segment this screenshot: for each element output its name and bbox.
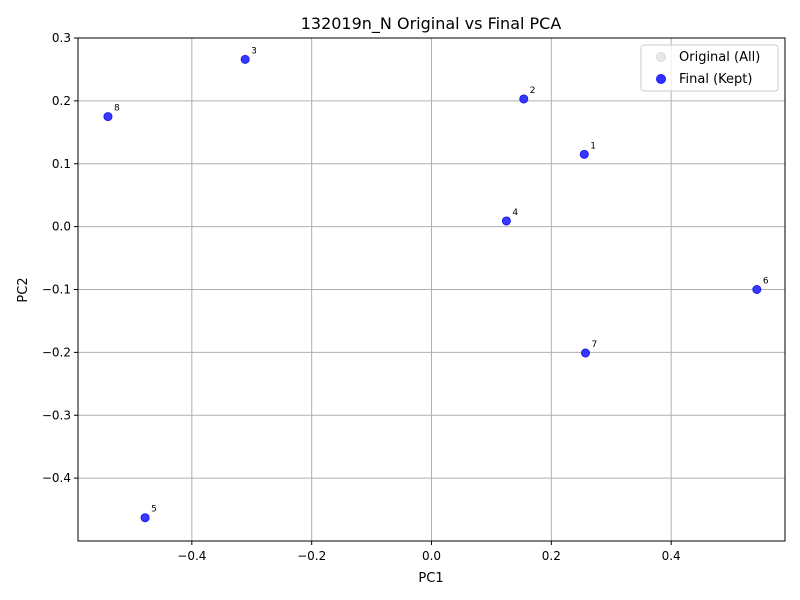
legend: Original (All) Final (Kept) [640, 44, 779, 92]
series-final-points [103, 54, 762, 523]
legend-label-final: Final (Kept) [679, 72, 752, 87]
final-point [103, 112, 113, 122]
y-tick-label: −0.3 [42, 408, 71, 422]
y-tick-label: −0.2 [42, 345, 71, 359]
y-axis-ticks: 0.3 0.2 0.1 0.0 −0.1 −0.2 −0.3 −0.4 [42, 31, 78, 485]
y-tick-label: −0.4 [42, 471, 71, 485]
final-point [140, 513, 150, 523]
y-tick-label: 0.2 [52, 94, 71, 108]
point-label: 4 [512, 208, 518, 218]
y-tick-label: 0.0 [52, 220, 71, 234]
x-axis-label: PC1 [418, 571, 443, 586]
final-point [752, 285, 762, 294]
legend-label-original: Original (All) [679, 50, 760, 65]
point-label: 7 [591, 340, 597, 350]
final-point [501, 216, 511, 226]
point-labels: 1 2 3 4 5 6 7 8 [114, 46, 769, 514]
series-original-points [103, 54, 762, 523]
legend-box [640, 44, 779, 92]
chart-title: 132019n_N Original vs Final PCA [301, 14, 562, 34]
x-tick-label: 0.2 [542, 549, 561, 563]
y-tick-label: 0.1 [52, 157, 71, 171]
legend-marker-final [656, 74, 666, 84]
x-tick-label: −0.2 [297, 549, 326, 563]
x-axis-ticks: −0.4 −0.2 0.0 0.2 0.4 [177, 541, 681, 563]
x-tick-label: −0.4 [177, 549, 206, 563]
point-label: 6 [763, 277, 769, 287]
grid-lines [78, 37, 785, 541]
legend-marker-original [656, 52, 666, 62]
point-label: 1 [590, 141, 596, 151]
point-label: 8 [114, 104, 120, 114]
final-point [240, 54, 250, 64]
final-point [580, 348, 590, 358]
y-tick-label: −0.1 [42, 283, 71, 297]
point-label: 2 [530, 86, 536, 96]
point-label: 5 [151, 505, 157, 515]
final-point [519, 94, 529, 104]
x-tick-label: 0.4 [662, 549, 681, 563]
point-label: 3 [251, 46, 257, 56]
x-tick-label: 0.0 [422, 549, 441, 563]
final-point [579, 149, 589, 159]
y-tick-label: 0.3 [52, 31, 71, 45]
y-axis-label: PC2 [16, 277, 31, 302]
